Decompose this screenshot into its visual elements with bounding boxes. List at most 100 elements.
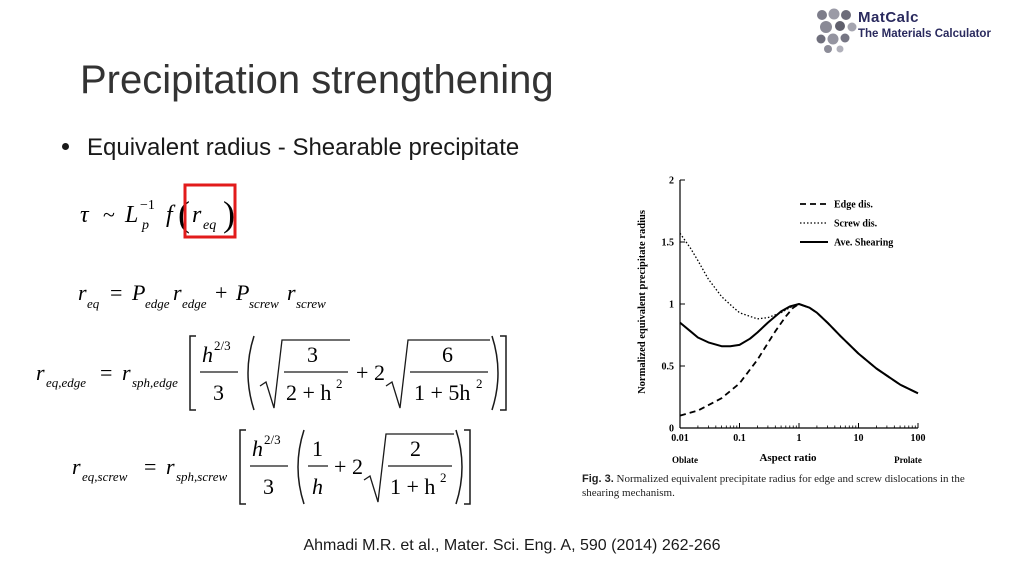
y-axis-label: Normalized equivalent precipitate radius [637, 210, 648, 394]
highlight-box [183, 183, 237, 239]
figure-caption: Fig. 3. Normalized equivalent precipitat… [582, 472, 992, 500]
eq4-r-sub: eq,screw [82, 469, 128, 484]
eq4-h-sup: 2/3 [264, 432, 281, 447]
matcalc-logo [816, 8, 857, 53]
logo-spheres-icon [816, 8, 857, 53]
logo-text: MatCalc The Materials Calculator [858, 9, 991, 40]
eq4-r: r [72, 454, 81, 479]
eq3-rsph: r [122, 360, 131, 385]
chart-axes: 0.01 0.1 1 10 100 0 0.5 1 1.5 2 [662, 176, 926, 445]
eq4-paren-open [297, 429, 305, 505]
eq3-r-sub: eq,edge [46, 375, 86, 390]
eq4-bracket-open [239, 429, 246, 505]
legend-label: Screw dis. [834, 219, 878, 230]
series-line-solid [679, 303, 919, 395]
eq3-equals: = [100, 360, 112, 385]
eq4-num2: 2 [410, 436, 421, 461]
eq3-sqrt-2 [385, 339, 490, 409]
eq3-rsph-sub: sph,edge [132, 375, 178, 390]
bullet-item: Equivalent radius - Shearable precipitat… [62, 134, 519, 162]
caption-label: Fig. 3. [582, 473, 614, 485]
eq2-r2: r [287, 280, 296, 305]
x-axis-label: Aspect ratio [759, 452, 817, 464]
eq2-equals: = [110, 280, 122, 305]
x-tick-label: 0.1 [733, 433, 746, 444]
eq4-sqrt [363, 433, 454, 503]
y-tick-label: 2 [669, 176, 674, 187]
eq4-coef: 2 [352, 454, 363, 479]
eq2-P2-sub: screw [249, 296, 279, 311]
eq4-rsph-sub: sph,screw [176, 469, 227, 484]
eq2-r2-sub: screw [296, 296, 326, 311]
eq4-three: 3 [263, 474, 274, 499]
eq4-den2: 1 + h [390, 474, 435, 499]
equation-1: τ ~ L −1 p f ( r eq ) [80, 183, 237, 239]
eq3-plus: + [356, 360, 368, 385]
eq3-sqrt-1 [259, 339, 350, 409]
eq3-num1: 3 [307, 342, 318, 367]
x-tick-label: 0.01 [671, 433, 689, 444]
eq1-r: r [192, 202, 202, 228]
eq1-tau: τ [80, 202, 90, 228]
eq2-P1-sub: edge [145, 296, 170, 311]
eq3-den1-sq: 2 [336, 376, 343, 391]
eq1-paren-close: ) [223, 194, 235, 234]
bullet-dot-icon [62, 143, 69, 151]
eq1-f: f [166, 202, 176, 228]
logo-line2: The Materials Calculator [858, 28, 991, 40]
y-tick-label: 1 [669, 300, 674, 311]
eq3-num2: 6 [442, 342, 453, 367]
eq2-P2: P [235, 280, 249, 305]
legend-label: Ave. Shearing [834, 238, 893, 249]
eq3-three: 3 [213, 380, 224, 405]
eq4-equals: = [144, 454, 156, 479]
eq4-den2-sq: 2 [440, 470, 447, 485]
eq2-r: r [78, 280, 87, 305]
eq2-P1: P [131, 280, 145, 305]
eq4-plus: + [334, 454, 346, 479]
eq3-paren-open [247, 335, 255, 411]
logo-line1: MatCalc [858, 9, 920, 26]
slide-title: Precipitation strengthening [80, 58, 554, 102]
series-line-dashed [679, 303, 919, 417]
y-tick-label: 1.5 [662, 238, 675, 249]
eq3-den2-sq: 2 [476, 376, 483, 391]
eq4-den1: h [312, 474, 323, 499]
eq1-r-sub: eq [203, 218, 216, 233]
eq3-bracket-close [500, 335, 507, 411]
eq4-paren-close [455, 429, 463, 505]
eq2-r1: r [173, 280, 182, 305]
chart-legend: Edge dis. Screw dis. Ave. Shearing [800, 200, 893, 249]
legend-label: Edge dis. [834, 200, 873, 211]
eq4-bracket-close [464, 429, 471, 505]
caption-text: Normalized equivalent precipitate radius… [582, 473, 965, 499]
oblate-label: Oblate [672, 455, 698, 465]
eq4-rsph: r [166, 454, 175, 479]
eq3-r: r [36, 360, 45, 385]
eq2-r1-sub: edge [182, 296, 207, 311]
eq3-h: h [202, 342, 213, 367]
eq2-r-sub: eq [87, 296, 100, 311]
aspect-ratio-chart: 0.01 0.1 1 10 100 0 0.5 1 1.5 2 Edge dis. Screw di… [637, 176, 926, 466]
y-tick-label: 0 [669, 424, 674, 435]
chart-series [679, 232, 919, 417]
eq3-bracket-open [189, 335, 196, 411]
eq3-den1: 2 + h [286, 380, 331, 405]
eq3-coef: 2 [374, 360, 385, 385]
eq1-L-sub: p [141, 218, 149, 233]
y-tick-label: 0.5 [662, 362, 675, 373]
equation-3: r eq,edge = r sph,edge h 2/3 3 3 2 + h 2… [36, 335, 507, 411]
x-tick-label: 10 [854, 433, 864, 444]
eq4-num1: 1 [312, 436, 323, 461]
x-tick-label: 100 [911, 433, 926, 444]
prolate-label: Prolate [894, 455, 922, 465]
eq4-h: h [252, 436, 263, 461]
series-line-dotted [679, 232, 919, 394]
x-tick-label: 1 [797, 433, 802, 444]
eq1-L-sup: −1 [140, 198, 155, 213]
eq1-sim: ~ [103, 202, 115, 227]
citation: Ahmadi M.R. et al., Mater. Sci. Eng. A, … [303, 537, 721, 554]
bullet-text: Equivalent radius - Shearable precipitat… [87, 134, 520, 161]
equation-4: r eq,screw = r sph,screw h 2/3 3 1 h + 2… [72, 429, 471, 505]
eq2-plus: + [215, 280, 227, 305]
